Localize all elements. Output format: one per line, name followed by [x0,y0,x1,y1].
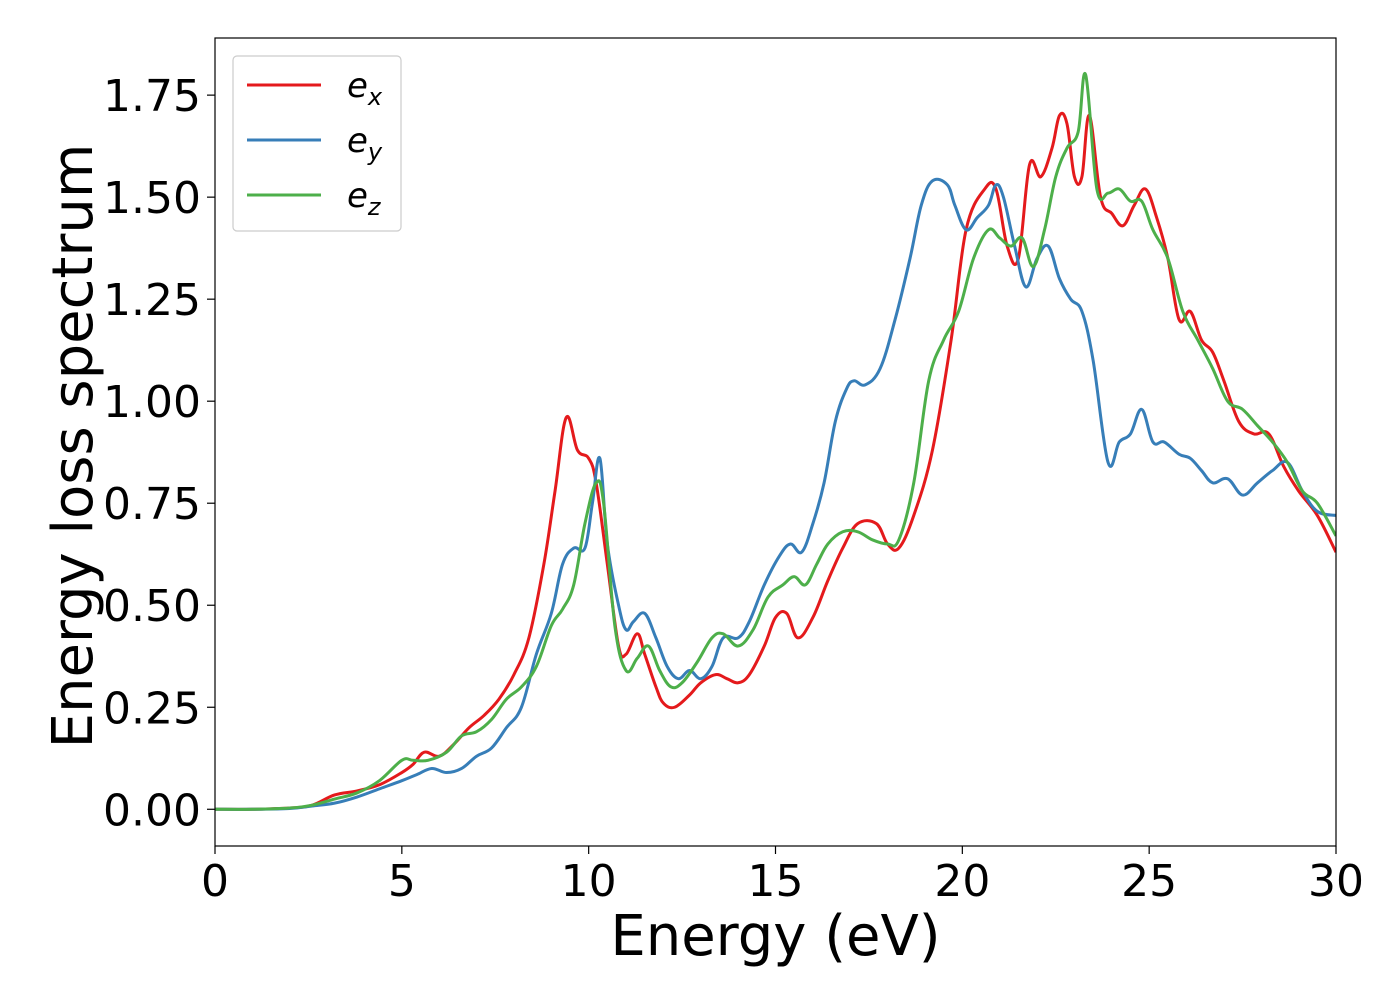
y-tick-label: 1.00 [103,377,201,428]
series-line-z [215,72,1336,811]
legend-label-z: ez [347,176,382,221]
x-tick-label: 15 [748,856,804,907]
y-tick-label: 1.50 [103,173,201,224]
legend-box [232,55,402,232]
series-line-x [215,111,1336,811]
x-tick-label: 20 [934,856,990,907]
x-tick-label: 0 [201,856,229,907]
series-line-y [215,177,1336,811]
x-tick-label: 25 [1121,856,1177,907]
y-axis-label: Energy loss spectrum [41,144,106,749]
y-tick-label: 0.75 [103,479,201,530]
x-tick-label: 10 [561,856,617,907]
series-layer [215,72,1336,811]
legend-label-y: ey [347,121,383,166]
x-axis-ticks: 0 5 10 15 20 25 30 [201,846,1364,907]
y-tick-label: 0.00 [103,785,201,836]
x-tick-label: 30 [1308,856,1364,907]
x-axis-label: Energy (eV) [610,904,940,969]
y-tick-label: 0.25 [103,683,201,734]
x-tick-label: 5 [388,856,416,907]
y-axis-ticks: 0.00 0.25 0.50 0.75 1.00 1.25 1.50 1.75 [103,71,215,836]
y-tick-label: 1.25 [103,275,201,326]
legend-label-x: ex [347,66,383,111]
y-tick-label: 1.75 [103,71,201,122]
y-tick-label: 0.50 [103,581,201,632]
legend: ex ey ez [232,55,402,232]
